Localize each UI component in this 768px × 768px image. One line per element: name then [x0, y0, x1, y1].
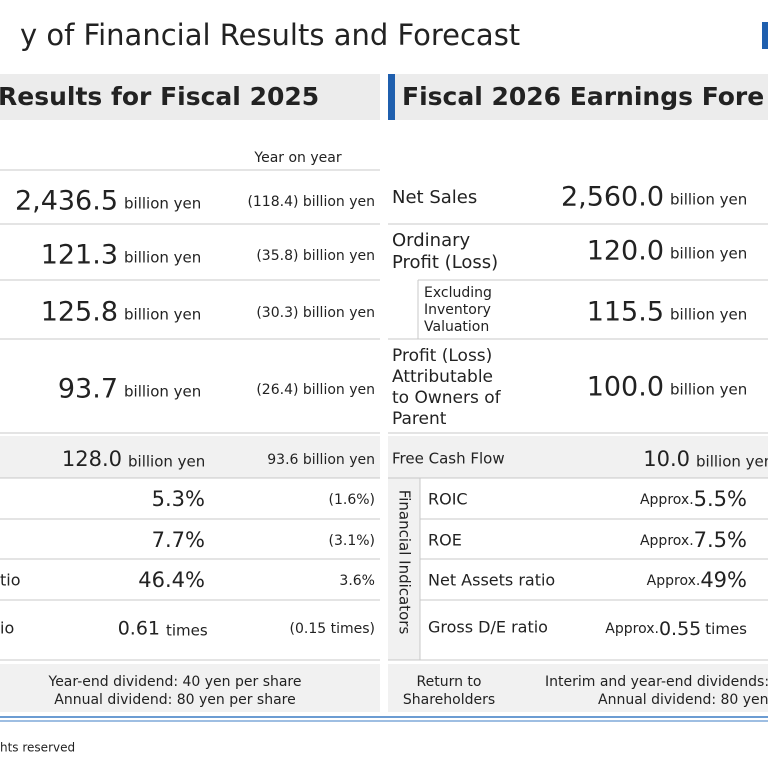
row-label: to Owners of — [392, 388, 502, 408]
value: 93.7 — [58, 374, 118, 405]
unit: billion yen — [670, 306, 747, 324]
indicator-value: Approx.7.5% — [640, 528, 747, 552]
row-label: Free Cash Flow — [392, 450, 505, 468]
row-label: Valuation — [424, 319, 489, 335]
year-on-year: (0.15 times) — [290, 621, 375, 637]
indicator-value: Approx.49% — [647, 568, 747, 592]
row-band — [388, 664, 768, 712]
dividend-text: Annual dividend: 80 yen per share — [54, 692, 296, 708]
value: 2,560.0 — [561, 182, 664, 213]
year-on-year: (1.6%) — [329, 492, 376, 508]
year-on-year: (118.4) billion yen — [247, 194, 375, 210]
row-label: Net Assets ratio — [428, 571, 555, 590]
row-label: Gross D/E ratio — [428, 618, 548, 637]
value: 10.0 — [643, 447, 690, 471]
value: 7.5% — [694, 528, 747, 552]
year-on-year: (26.4) billion yen — [256, 382, 375, 398]
dividend-text: Year-end dividend: 40 yen per share — [48, 674, 302, 690]
row-band — [388, 436, 768, 478]
group-band — [388, 478, 420, 660]
value: 128.0 — [62, 447, 122, 471]
value: 120.0 — [587, 236, 664, 267]
prefix: Approx. — [640, 492, 694, 508]
unit: times — [705, 620, 747, 638]
section-heading: Fiscal 2026 Earnings Fore — [402, 82, 764, 111]
unit: billion yen — [124, 249, 201, 267]
group-label: Financial Indicators — [396, 490, 414, 635]
value: 5.5% — [694, 487, 747, 511]
unit: times — [166, 622, 208, 640]
rules — [0, 169, 768, 722]
unit: billion yen — [124, 195, 201, 213]
value: 49% — [700, 568, 747, 592]
row-label: Inventory — [424, 302, 491, 318]
value: 115.5 — [587, 297, 664, 328]
heading-accent — [388, 74, 395, 120]
value: 7.7% — [152, 528, 205, 552]
indicator-value: Approx.5.5% — [640, 487, 747, 511]
prefix: Approx. — [647, 573, 701, 589]
row-label: Profit (Loss) — [392, 252, 498, 273]
heading-band — [0, 74, 380, 120]
row-band — [0, 436, 380, 478]
row-label: Attributable — [392, 367, 493, 387]
value: 125.8 — [41, 297, 118, 328]
unit: billion yen — [128, 453, 205, 471]
row-label: Excluding — [424, 285, 492, 301]
unit: billion yen — [696, 453, 768, 471]
year-on-year: (30.3) billion yen — [256, 305, 375, 321]
row-label: ROIC — [428, 490, 468, 509]
page-title: y of Financial Results and Forecast — [20, 18, 520, 52]
unit: billion yen — [124, 383, 201, 401]
unit: billion yen — [670, 191, 747, 209]
row-label: Net Sales — [392, 187, 477, 208]
row-label: Parent — [392, 409, 447, 429]
year-on-year: (35.8) billion yen — [256, 248, 375, 264]
year-on-year: 3.6% — [339, 573, 375, 589]
section-heading: Results for Fiscal 2025 — [0, 82, 319, 111]
value: 121.3 — [41, 240, 118, 271]
row-label: io — [0, 619, 14, 638]
heading-band — [388, 74, 768, 120]
year-on-year: (3.1%) — [329, 533, 376, 549]
value: 2,436.5 — [15, 186, 118, 217]
row-label: Profit (Loss) — [392, 346, 492, 366]
value: 100.0 — [587, 372, 664, 403]
value: 0.61 — [118, 618, 160, 640]
title-accent — [762, 22, 768, 49]
return-label: Shareholders — [403, 692, 495, 708]
return-label: Return to — [417, 674, 482, 690]
dividend-text: Annual dividend: 80 yen — [598, 692, 768, 708]
indicator-value: Approx.0.55 times — [605, 618, 747, 640]
year-on-year: 93.6 billion yen — [267, 452, 375, 468]
row-label: tio — [0, 571, 21, 590]
row-label: Ordinary — [392, 230, 471, 251]
prefix: Approx. — [640, 533, 694, 549]
row-band — [0, 664, 380, 712]
unit: billion yen — [124, 306, 201, 324]
column-header: Year on year — [253, 150, 341, 166]
dividend-text: Interim and year-end dividends: — [545, 674, 768, 690]
value: 5.3% — [152, 487, 205, 511]
row-label: ROE — [428, 531, 462, 550]
prefix: Approx. — [605, 621, 659, 637]
unit: billion yen — [670, 381, 747, 399]
unit: billion yen — [670, 245, 747, 263]
value: 46.4% — [138, 568, 205, 592]
footer: hts reserved — [0, 741, 75, 755]
value: 0.55 — [659, 618, 701, 640]
